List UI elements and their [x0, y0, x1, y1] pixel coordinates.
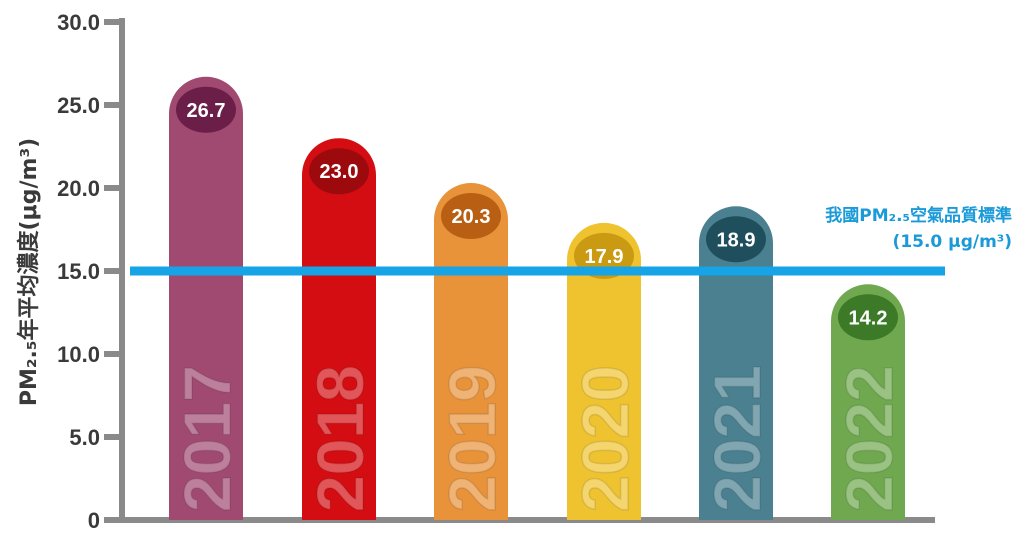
bar-value-label: 18.9 — [717, 229, 756, 251]
bar-group: 2021 18.9 — [699, 206, 775, 520]
y-tick-label: 20.0 — [57, 176, 100, 201]
bar-group: 2017 26.7 — [169, 76, 245, 521]
value-badge — [706, 216, 766, 263]
bar — [831, 284, 905, 520]
y-axis-title: PM₂.₅年平均濃度(μg/m³) — [16, 138, 42, 406]
y-tick-label: 0 — [88, 508, 100, 533]
bar-group: 2022 14.2 — [831, 284, 907, 520]
y-tick-label: 25.0 — [57, 93, 100, 118]
bar — [169, 76, 243, 521]
standard-label-line1: 我國PM₂.₅空氣品質標準 — [825, 205, 1012, 226]
bar-year-label: 2017 — [170, 365, 244, 512]
bar-value-label: 20.3 — [452, 206, 491, 228]
reference-line-group: 我國PM₂.₅空氣品質標準 (15.0 μg/m³) — [130, 205, 1012, 276]
y-tick-label: 30.0 — [57, 10, 100, 35]
bar-year-label: 2020 — [568, 365, 642, 512]
bar-year-label: 2021 — [700, 365, 774, 512]
bar-year-label: 2018 — [303, 365, 377, 512]
bar-group: 2018 23.0 — [302, 138, 378, 520]
bar-group: 2019 20.3 — [434, 183, 510, 520]
value-badge — [441, 193, 501, 240]
bar-value-label: 17.9 — [585, 246, 624, 268]
value-badge — [176, 86, 236, 133]
standard-label-line2: (15.0 μg/m³) — [893, 232, 1012, 252]
y-tick-label: 5.0 — [69, 425, 100, 450]
bar-value-label: 26.7 — [187, 100, 226, 122]
bars: 2017 26.7 2018 23.0 2019 20.3 2020 17.9 2021 18.9… — [169, 76, 907, 521]
value-badge — [309, 148, 369, 195]
bar — [699, 206, 773, 520]
bar-value-label: 23.0 — [320, 161, 359, 183]
value-badge — [838, 294, 898, 341]
y-tick-label: 15.0 — [57, 259, 100, 284]
bar — [302, 138, 376, 520]
bar-value-label: 14.2 — [849, 307, 888, 329]
bar-year-label: 2019 — [435, 365, 509, 512]
bar-year-label: 2022 — [832, 365, 906, 512]
bar — [567, 222, 642, 520]
y-tick-label: 10.0 — [57, 342, 100, 367]
